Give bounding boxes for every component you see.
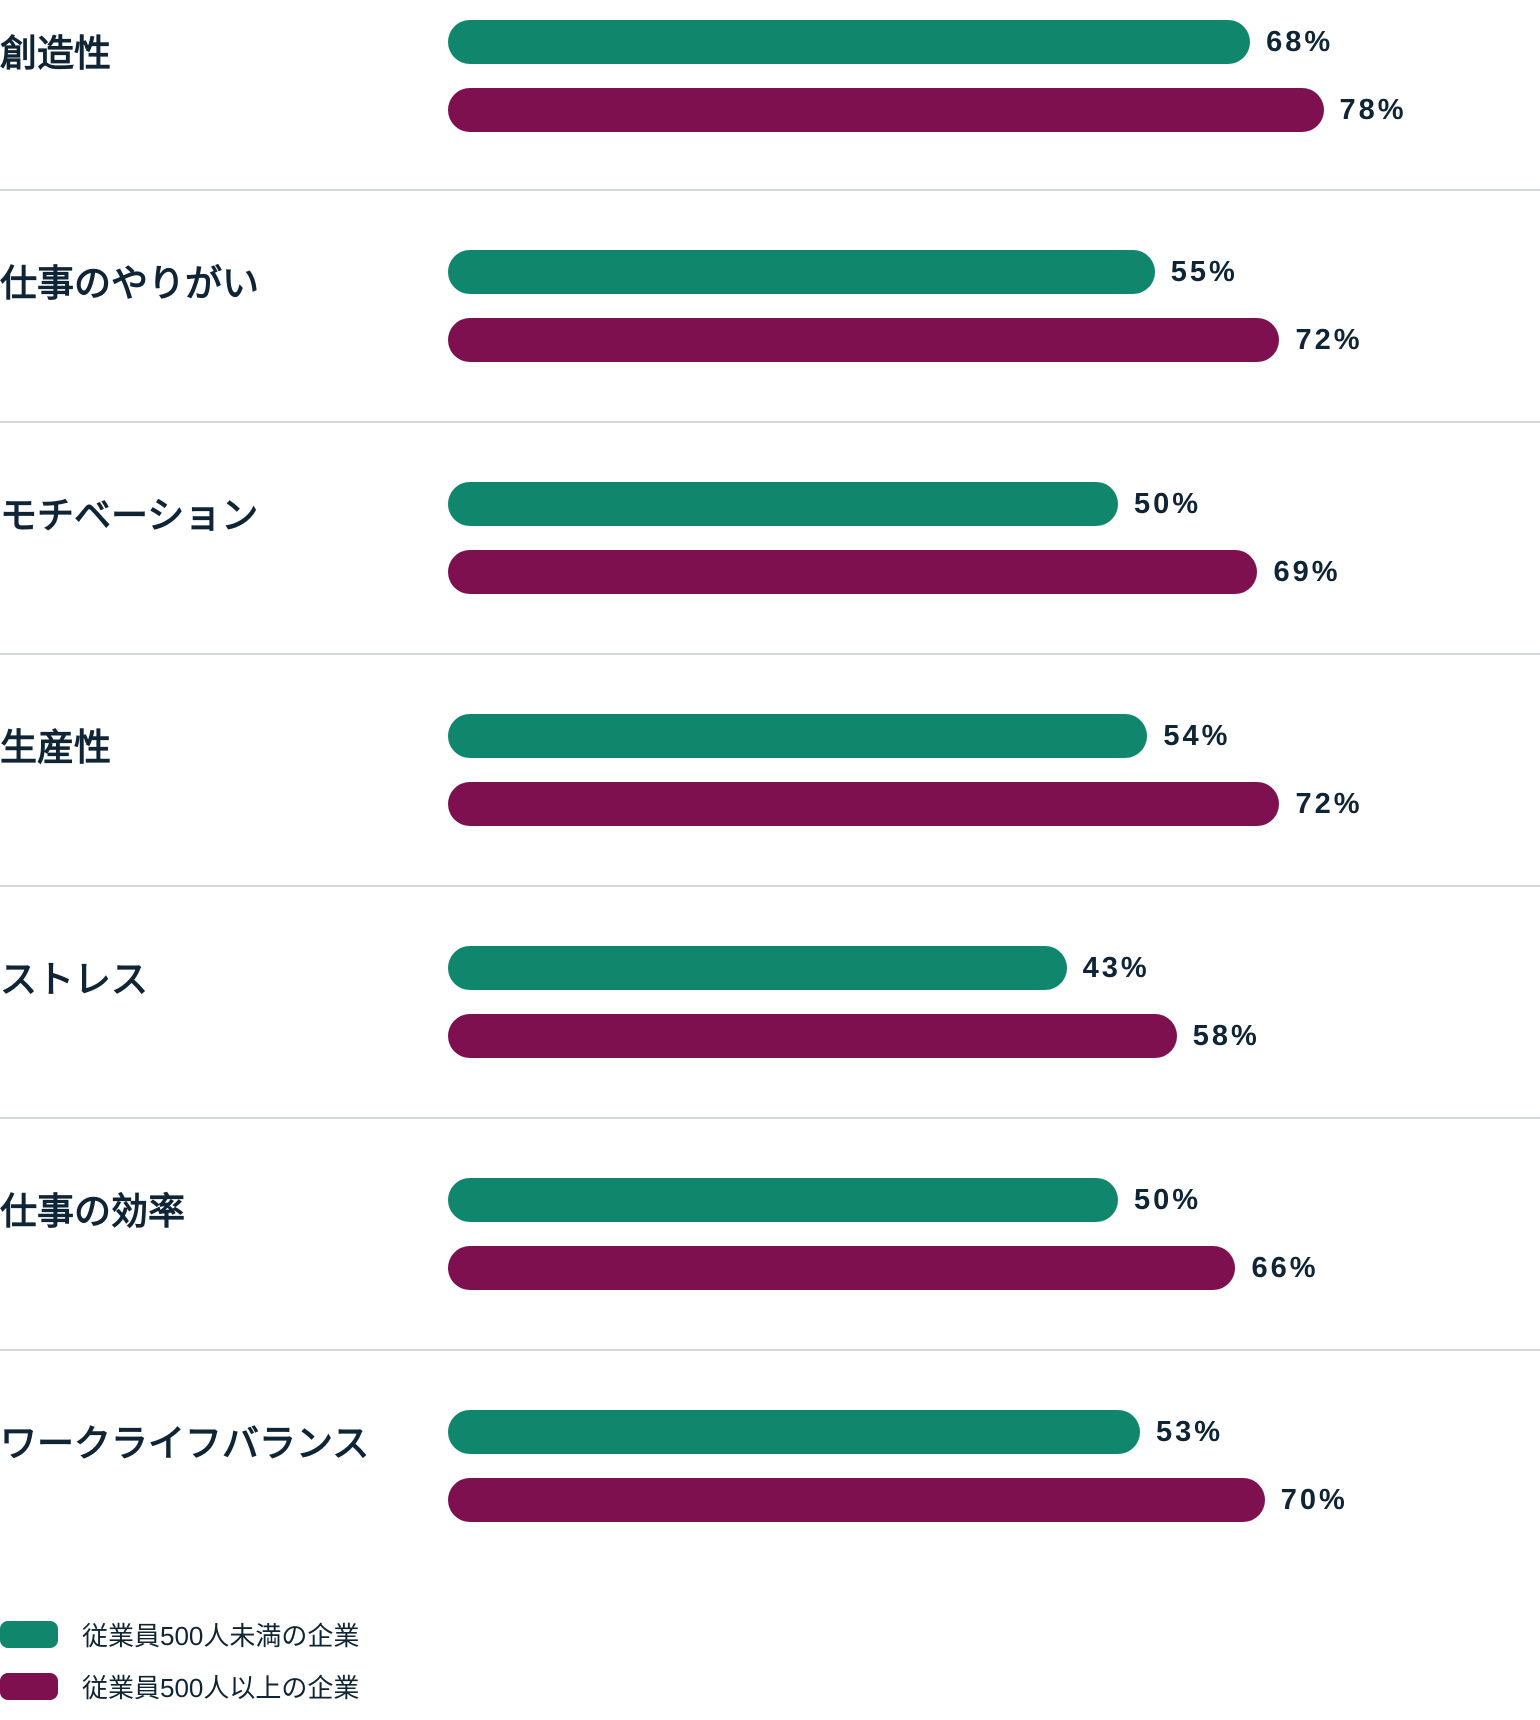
bar-series-1 <box>448 946 1067 990</box>
category-row: 生産性 54% 72% <box>0 655 1540 887</box>
legend: 従業員500人未満の企業 従業員500人以上の企業 <box>0 1608 359 1712</box>
bar-series-1 <box>448 20 1251 64</box>
category-row: 創造性 68% 78% <box>0 0 1540 191</box>
legend-swatch <box>0 1620 58 1648</box>
legend-label: 従業員500人未満の企業 <box>82 1620 360 1651</box>
data-label: 70% <box>1280 1484 1348 1516</box>
data-label: 72% <box>1295 324 1363 356</box>
data-label: 58% <box>1192 1020 1260 1052</box>
data-label: 72% <box>1295 788 1363 820</box>
category-row: 仕事の効率 50% 66% <box>0 1119 1540 1351</box>
category-label: 仕事の効率 <box>0 1191 185 1232</box>
data-label: 55% <box>1170 256 1238 288</box>
data-label: 43% <box>1082 952 1150 984</box>
bar-series-1 <box>448 1178 1118 1222</box>
category-label: 生産性 <box>0 727 111 768</box>
bar-series-2 <box>448 782 1280 826</box>
data-label: 54% <box>1163 720 1231 752</box>
legend-item: 従業員500人未満の企業 <box>0 1608 359 1660</box>
category-label: 創造性 <box>0 33 111 74</box>
bar-series-2 <box>448 1246 1236 1290</box>
bar-series-1 <box>448 250 1155 294</box>
data-label: 53% <box>1156 1416 1224 1448</box>
bar-series-1 <box>448 714 1148 758</box>
bar-series-1 <box>448 482 1118 526</box>
category-label: モチベーション <box>0 495 259 536</box>
bar-series-2 <box>448 1014 1177 1058</box>
data-label: 78% <box>1339 94 1407 126</box>
data-label: 50% <box>1134 1184 1202 1216</box>
data-label: 66% <box>1251 1252 1319 1284</box>
legend-swatch <box>0 1672 58 1700</box>
category-label: ストレス <box>0 959 148 1000</box>
bar-chart: 創造性 68% 78% 仕事のやりがい 55% 72% モチベーション 50% 69% 生産性 54… <box>0 0 1540 1583</box>
data-label: 68% <box>1266 26 1334 58</box>
bar-series-2 <box>448 1478 1265 1522</box>
bar-series-1 <box>448 1410 1141 1454</box>
legend-item: 従業員500人以上の企業 <box>0 1660 359 1712</box>
category-label: ワークライフバランス <box>0 1423 370 1464</box>
category-row: ワークライフバランス 53% 70% <box>0 1351 1540 1583</box>
legend-label: 従業員500人以上の企業 <box>82 1672 360 1703</box>
bar-series-2 <box>448 88 1324 132</box>
bar-series-2 <box>448 550 1258 594</box>
category-row: ストレス 43% 58% <box>0 887 1540 1119</box>
bar-series-2 <box>448 318 1280 362</box>
data-label: 69% <box>1273 556 1341 588</box>
data-label: 50% <box>1134 488 1202 520</box>
category-row: 仕事のやりがい 55% 72% <box>0 191 1540 423</box>
category-row: モチベーション 50% 69% <box>0 423 1540 655</box>
category-label: 仕事のやりがい <box>0 263 259 304</box>
